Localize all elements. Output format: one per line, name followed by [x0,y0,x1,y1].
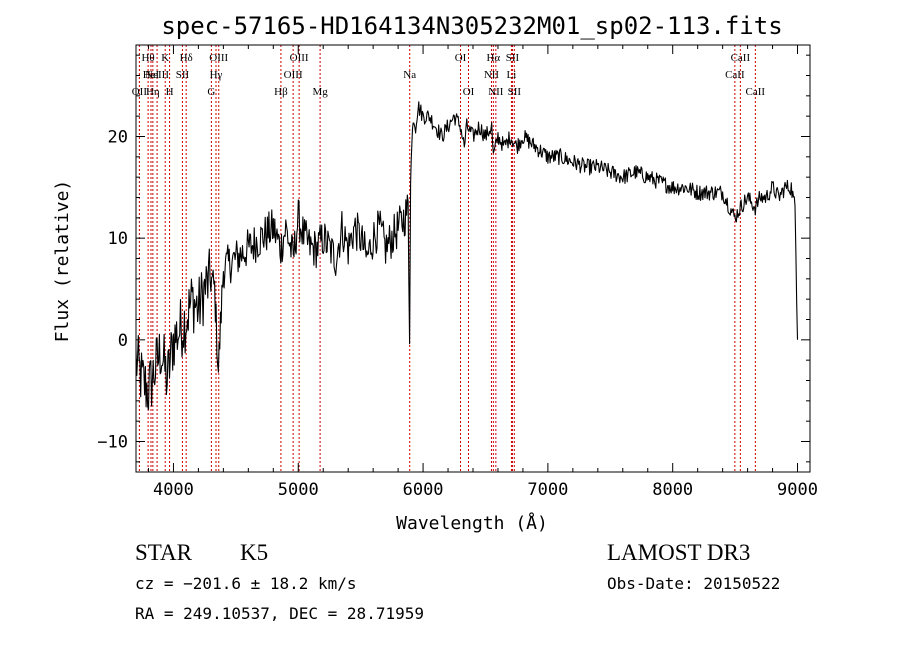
spectral-line-label: HeI [143,69,160,81]
spectral-line-label: Hδ [180,52,193,64]
spectral-line-label: Hη [146,86,160,98]
spectral-line-label: Na [403,69,416,81]
y-tick-label: −10 [97,433,128,453]
spectral-line-label: G [207,86,215,98]
x-tick-label: 5000 [278,480,319,500]
spectral-line-label: K [161,52,169,64]
spectral-line-label: SII [506,52,520,64]
spectral-line-label: CaII [731,52,751,64]
object-class: STAR [135,540,193,565]
object-subclass: K5 [240,540,268,565]
spectral-line-label: Hθ [141,52,154,64]
spectral-line-label: CaII [725,69,745,81]
spectral-line-label: CaII [746,86,766,98]
y-tick-label: 10 [108,229,128,249]
spectral-line-label: OI [455,52,467,64]
spectral-line-label: Hβ [274,86,288,98]
spectral-line-label: Hγ [210,69,223,81]
x-tick-label: 9000 [777,480,818,500]
spectral-line-markers [138,45,756,472]
spectral-line-label: OIII [284,69,303,81]
spectral-line-label: Li [507,69,517,81]
x-axis-label: Wavelength (Å) [396,512,548,534]
y-axis-label: Flux (relative) [52,180,73,343]
spectral-line-label: OIII [209,52,228,64]
spectral-line-label: NII [488,86,504,98]
spectral-line-label: Mg [312,86,328,98]
spectrum-line [135,101,799,411]
survey-name: LAMOST DR3 [607,540,750,565]
chart-title: spec-57165-HD164134N305232M01_sp02-113.f… [161,12,782,40]
spectral-line-label: Hα [486,52,500,64]
y-axis-ticks: −10 0 10 20 [97,54,810,463]
spectral-line-label: OIII [290,52,309,64]
spectral-line-label: SII [508,86,522,98]
observation-date: Obs-Date: 20150522 [607,574,780,593]
y-tick-label: 20 [108,128,128,148]
x-axis-ticks: 4000 5000 6000 7000 8000 9000 [147,45,818,500]
spectral-line-label: NII [484,69,500,81]
x-tick-label: 4000 [153,480,194,500]
spectral-line-labels: OIIHθHeIHηNeIIIKHSIIHδGHγOIIIHβOIIIOIIIM… [132,52,766,98]
coordinates-readout: RA = 249.10537, DEC = 28.71959 [135,604,424,623]
spectral-line-label: H [166,86,174,98]
x-tick-label: 8000 [652,480,693,500]
spectral-line-label: NeIII [145,69,169,81]
x-tick-label: 7000 [527,480,568,500]
spectral-line-label: SII [176,69,190,81]
x-tick-label: 6000 [403,480,444,500]
redshift-readout: cz = −201.6 ± 18.2 km/s [135,574,357,593]
y-tick-label: 0 [118,331,128,351]
spectral-line-label: OI [463,86,475,98]
